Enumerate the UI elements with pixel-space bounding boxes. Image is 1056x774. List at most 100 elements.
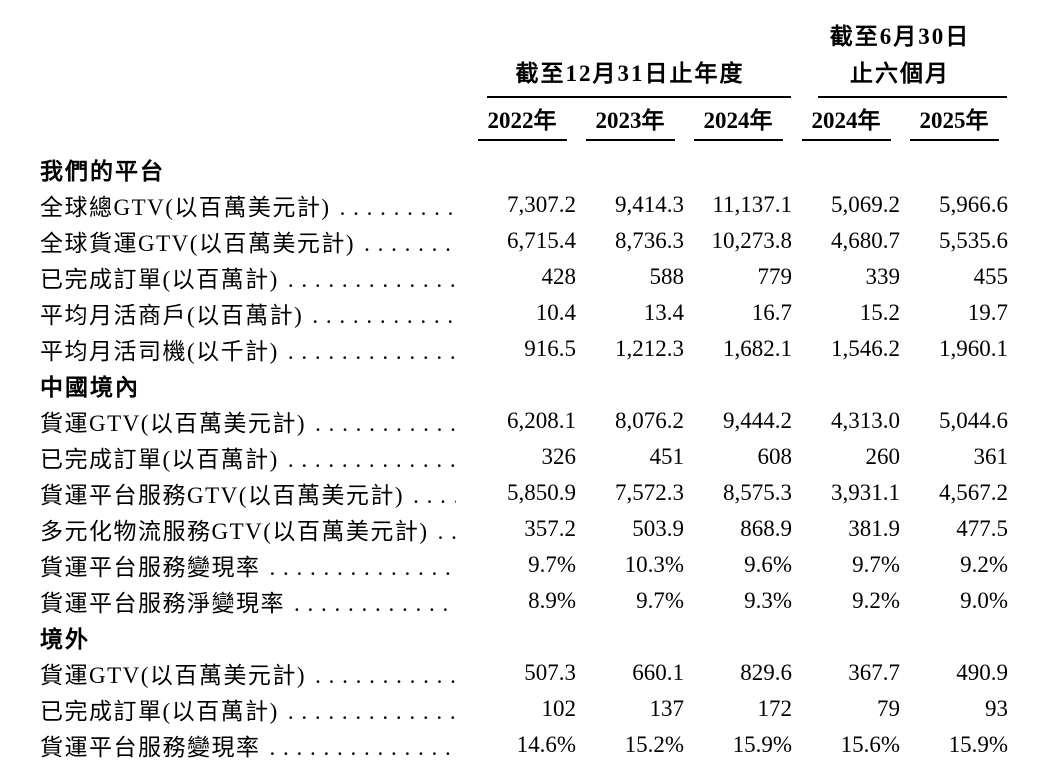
row-label: 貨運平台服務變現率 <box>40 735 261 760</box>
row-label-cell: 貨運平台服務變現率 <box>40 728 468 762</box>
year-column-2024-interim: 2024年 <box>792 108 900 141</box>
value-cell: 8.9% <box>528 588 576 613</box>
col-group-annual-title: 截至12月31日止年度 <box>515 61 745 86</box>
year-column-2024: 2024年 <box>684 108 792 141</box>
value-cell: 93 <box>985 696 1008 721</box>
table-row: 全球貨運GTV(以百萬美元計) 6,715.4 8,736.3 10,273.8… <box>40 223 1048 259</box>
value-cell: 9.6% <box>744 552 792 577</box>
dot-leader <box>288 267 456 293</box>
row-label: 貨運GTV(以百萬美元計) <box>40 663 307 688</box>
value-cell: 916.5 <box>524 336 576 361</box>
row-label-cell: 貨運平台服務淨變現率 <box>40 584 468 618</box>
table-row: 已完成訂單(以百萬計) 102 137 172 79 93 <box>40 691 1048 727</box>
value-cell: 19.7 <box>967 300 1008 325</box>
value-cell: 6,715.4 <box>507 228 576 253</box>
value-cell: 367.7 <box>848 660 900 685</box>
value-cell: 79 <box>877 696 900 721</box>
year-header-row: 2022年 2023年 2024年 2024年 2025年 <box>40 98 1048 141</box>
value-cell: 477.5 <box>956 516 1008 541</box>
value-cell: 5,044.6 <box>939 408 1008 433</box>
value-cell: 9.3% <box>744 588 792 613</box>
value-cell: 357.2 <box>524 516 576 541</box>
table-row: 全球總GTV(以百萬美元計) 7,307.2 9,414.3 11,137.1 … <box>40 187 1048 223</box>
row-label: 平均月活商戶(以百萬計) <box>40 303 304 328</box>
value-cell: 260 <box>865 444 901 469</box>
dot-leader <box>270 555 457 581</box>
table-row: 已完成訂單(以百萬計) 326 451 608 260 361 <box>40 439 1048 475</box>
year-column-2023: 2023年 <box>576 108 684 141</box>
row-label: 已完成訂單(以百萬計) <box>40 699 279 724</box>
table-row: 貨運平台服務GTV(以百萬美元計) 5,850.9 7,572.3 8,575.… <box>40 475 1048 511</box>
group-rules-row <box>40 96 1048 98</box>
section-label: 中國境內 <box>40 375 140 400</box>
value-cell: 660.1 <box>632 660 684 685</box>
dot-leader <box>294 591 456 617</box>
value-cell: 9.7% <box>636 588 684 613</box>
value-cell: 9,444.2 <box>723 408 792 433</box>
table-body: 我們的平台 全球總GTV(以百萬美元計) 7,307.2 9,414.3 11,… <box>40 151 1048 763</box>
row-label: 已完成訂單(以百萬計) <box>40 447 279 472</box>
value-cell: 13.4 <box>643 300 684 325</box>
value-cell: 451 <box>649 444 685 469</box>
row-label: 已完成訂單(以百萬計) <box>40 267 279 292</box>
value-cell: 5,966.6 <box>939 192 1008 217</box>
value-cell: 102 <box>541 696 577 721</box>
table-row: 平均月活司機(以千計) 916.5 1,212.3 1,682.1 1,546.… <box>40 331 1048 367</box>
value-cell: 1,212.3 <box>615 336 684 361</box>
value-cell: 15.2 <box>859 300 900 325</box>
value-cell: 503.9 <box>632 516 684 541</box>
value-cell: 1,546.2 <box>831 336 900 361</box>
value-cell: 326 <box>541 444 577 469</box>
value-cell: 588 <box>649 264 685 289</box>
section-row: 境外 <box>40 619 1048 655</box>
value-cell: 10.3% <box>624 552 684 577</box>
value-cell: 10,273.8 <box>711 228 793 253</box>
table-row: 貨運GTV(以百萬美元計) 507.3 660.1 829.6 367.7 49… <box>40 655 1048 691</box>
table-row: 已完成訂單(以百萬計) 428 588 779 339 455 <box>40 259 1048 295</box>
year-column-2025-interim: 2025年 <box>900 108 1008 141</box>
value-cell: 507.3 <box>524 660 576 685</box>
value-cell: 9.7% <box>528 552 576 577</box>
value-cell: 7,572.3 <box>615 480 684 505</box>
row-label-cell: 貨運GTV(以百萬美元計) <box>40 404 468 438</box>
row-label: 全球貨運GTV(以百萬美元計) <box>40 231 356 256</box>
value-cell: 137 <box>649 696 685 721</box>
value-cell: 8,076.2 <box>615 408 684 433</box>
row-label-cell: 貨運平台服務GTV(以百萬美元計) <box>40 476 468 510</box>
annual-group-rule <box>487 96 791 98</box>
value-cell: 7,307.2 <box>507 192 576 217</box>
value-cell: 11,137.1 <box>712 192 792 217</box>
value-cell: 15.9% <box>732 732 792 757</box>
value-cell: 10.4 <box>535 300 576 325</box>
table-row: 貨運平台服務變現率 14.6% 15.2% 15.9% 15.6% 15.9% <box>40 727 1048 763</box>
section-label: 境外 <box>40 627 90 652</box>
row-label-cell: 已完成訂單(以百萬計) <box>40 440 468 474</box>
value-cell: 829.6 <box>740 660 792 685</box>
col-group-annual: 截至12月31日止年度 <box>468 18 792 92</box>
table-row: 貨運平台服務淨變現率 8.9% 9.7% 9.3% 9.2% 9.0% <box>40 583 1048 619</box>
value-cell: 339 <box>865 264 901 289</box>
value-cell: 1,682.1 <box>723 336 792 361</box>
value-cell: 361 <box>973 444 1009 469</box>
value-cell: 779 <box>757 264 793 289</box>
value-cell: 15.2% <box>624 732 684 757</box>
row-label-cell: 全球貨運GTV(以百萬美元計) <box>40 224 468 258</box>
row-label: 貨運GTV(以百萬美元計) <box>40 411 307 436</box>
column-group-header-row: 截至12月31日止年度 截至6月30日 止六個月 <box>40 18 1048 92</box>
value-cell: 4,313.0 <box>831 408 900 433</box>
table-row: 貨運平台服務變現率 9.7% 10.3% 9.6% 9.7% 9.2% <box>40 547 1048 583</box>
row-label-cell: 平均月活司機(以千計) <box>40 332 468 366</box>
value-cell: 3,931.1 <box>831 480 900 505</box>
row-label-cell: 貨運平台服務變現率 <box>40 548 468 582</box>
value-cell: 1,960.1 <box>939 336 1008 361</box>
row-label-cell: 已完成訂單(以百萬計) <box>40 692 468 726</box>
value-cell: 455 <box>973 264 1009 289</box>
value-cell: 9,414.3 <box>615 192 684 217</box>
value-cell: 9.0% <box>960 588 1008 613</box>
row-label: 全球總GTV(以百萬美元計) <box>40 195 331 220</box>
value-cell: 172 <box>757 696 793 721</box>
dot-leader <box>312 303 456 329</box>
dot-leader <box>438 519 456 545</box>
row-label: 平均月活司機(以千計) <box>40 339 279 364</box>
